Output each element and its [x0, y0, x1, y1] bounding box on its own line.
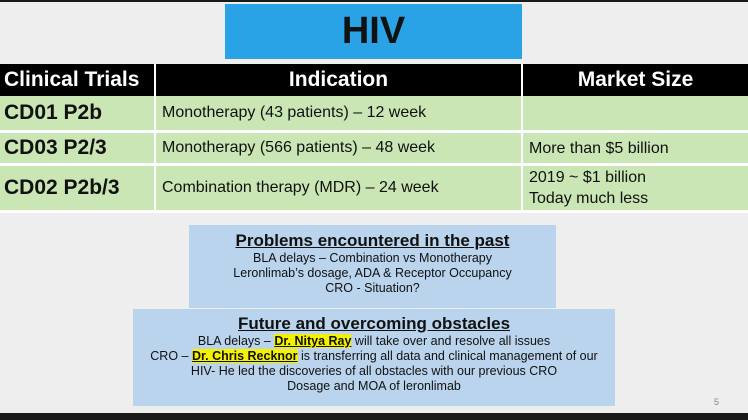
- header-market-size: Market Size: [522, 64, 748, 96]
- future-line-3: HIV- He led the discoveries of all obsta…: [190, 364, 558, 378]
- indication-cell: Monotherapy (566 patients) – 48 week: [155, 131, 523, 166]
- problems-line: BLA delays – Combination vs Monotherapy: [252, 251, 493, 265]
- table-row: CD01 P2b Monotherapy (43 patients) – 12 …: [0, 96, 748, 133]
- highlighted-name: Dr. Chris Recknor: [191, 349, 298, 363]
- future-heading: Future and overcoming obstacles: [237, 314, 511, 333]
- table-header-row: Clinical Trials Indication Market Size: [0, 64, 748, 96]
- problems-line: CRO - Situation?: [325, 281, 420, 295]
- problems-panel: Problems encountered in the past BLA del…: [189, 225, 556, 308]
- highlighted-name: Dr. Nitya Ray: [274, 334, 352, 348]
- future-line-4: Dosage and MOA of leronlimab: [287, 379, 461, 393]
- header-indication: Indication: [155, 64, 523, 96]
- future-line-1-suffix: will take over and resolve all issues: [351, 334, 551, 348]
- frame-bottom-border: [0, 413, 748, 420]
- indication-cell: Combination therapy (MDR) – 24 week: [155, 164, 523, 213]
- market-cell: 2019 ~ $1 billion Today much less: [522, 164, 748, 213]
- future-line-1-prefix: BLA delays –: [197, 334, 275, 348]
- future-line-2-prefix: CRO –: [150, 349, 192, 363]
- trial-cell: CD03 P2/3: [0, 131, 156, 166]
- future-line-2-suffix: is transferring all data and clinical ma…: [297, 349, 598, 363]
- market-line: Today much less: [529, 190, 649, 207]
- trial-cell: CD01 P2b: [0, 96, 156, 133]
- future-panel: Future and overcoming obstacles BLA dela…: [133, 309, 615, 406]
- problems-line: Leronlimab’s dosage, ADA & Receptor Occu…: [233, 266, 512, 280]
- slide-title: HIV: [225, 4, 522, 59]
- table-row: CD02 P2b/3 Combination therapy (MDR) – 2…: [0, 164, 748, 213]
- frame-top-border: [0, 0, 748, 2]
- header-clinical-trials: Clinical Trials: [0, 64, 156, 96]
- market-line: More than $5 billion: [529, 139, 669, 157]
- slide-number: 5: [714, 397, 720, 407]
- market-cell: [522, 96, 748, 133]
- market-cell: More than $5 billion: [522, 131, 748, 166]
- market-line: 2019 ~ $1 billion: [529, 169, 646, 186]
- indication-cell: Monotherapy (43 patients) – 12 week: [155, 96, 523, 133]
- trial-cell: CD02 P2b/3: [0, 164, 156, 213]
- future-line-1: BLA delays – Dr. Nitya Ray will take ove…: [133, 334, 615, 349]
- table-row: CD03 P2/3 Monotherapy (566 patients) – 4…: [0, 131, 748, 166]
- problems-heading: Problems encountered in the past: [235, 231, 510, 250]
- future-line-2: CRO – Dr. Chris Recknor is transferring …: [133, 349, 615, 364]
- clinical-trials-table: Clinical Trials Indication Market Size C…: [0, 64, 748, 213]
